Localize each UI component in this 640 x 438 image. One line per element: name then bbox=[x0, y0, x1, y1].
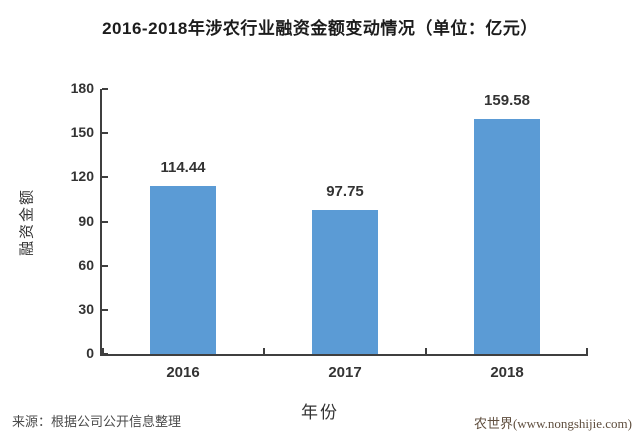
y-tick-label: 150 bbox=[70, 124, 94, 141]
bar-value-label: 97.75 bbox=[326, 183, 364, 201]
bar-2018 bbox=[474, 119, 540, 354]
y-tick bbox=[102, 353, 108, 355]
x-category-label: 2018 bbox=[490, 364, 524, 381]
x-tick bbox=[102, 348, 104, 354]
y-tick bbox=[102, 132, 108, 135]
y-tick-label: 0 bbox=[86, 345, 94, 361]
y-tick bbox=[102, 220, 108, 223]
y-tick bbox=[102, 88, 108, 90]
watermark: 农世界(www.nongshijie.com) bbox=[473, 416, 632, 431]
x-tick bbox=[425, 348, 427, 354]
x-axis-title: 年份 bbox=[301, 403, 339, 422]
x-tick bbox=[263, 348, 265, 354]
x-category-label: 2016 bbox=[166, 364, 200, 381]
bar-2017 bbox=[312, 210, 378, 354]
y-tick bbox=[102, 264, 108, 267]
y-tick-label: 90 bbox=[78, 212, 94, 229]
x-category-label: 2017 bbox=[328, 364, 362, 381]
plot-area: 0 30 60 90 120 150 180 114.44 2016 97.75 2017 159.5… bbox=[71, 80, 588, 381]
y-tick-label: 180 bbox=[70, 80, 94, 96]
y-tick bbox=[102, 308, 108, 311]
x-tick bbox=[586, 348, 588, 354]
bar-2016 bbox=[150, 185, 216, 354]
y-axis-title: 融资金额 bbox=[18, 187, 36, 257]
y-tick-label: 60 bbox=[78, 256, 94, 273]
bar-value-label: 159.58 bbox=[484, 92, 530, 110]
bar-value-label: 114.44 bbox=[160, 158, 206, 176]
y-tick-label: 120 bbox=[70, 168, 94, 185]
chart-title: 2016-2018年涉农行业融资金额变动情况（单位：亿元） bbox=[102, 19, 538, 38]
y-tick-label: 30 bbox=[78, 300, 94, 317]
source-note: 来源：根据公司公开信息整理 bbox=[12, 414, 182, 429]
y-tick bbox=[102, 176, 108, 179]
